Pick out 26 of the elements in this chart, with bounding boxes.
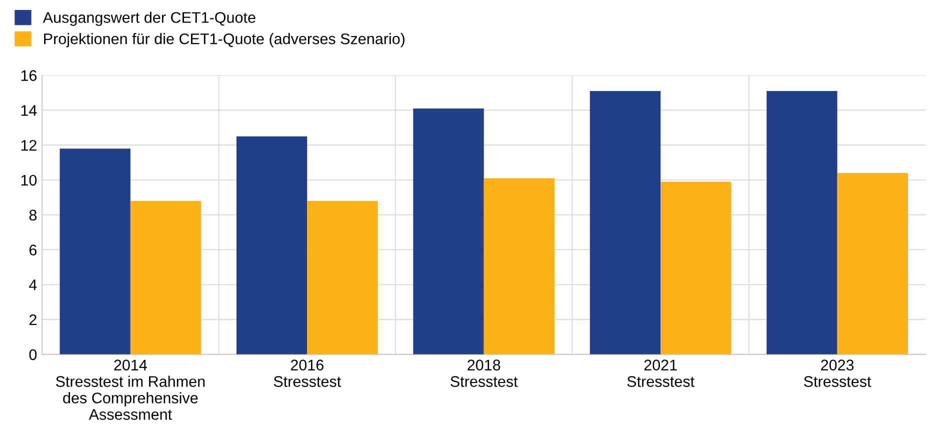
y-tick-label: 8 — [29, 210, 37, 221]
x-tick-label: 2014 Stresstest im Rahmen des Comprehensive Assessment — [56, 360, 205, 420]
bar — [60, 148, 130, 354]
x-tick-label: 2021 Stresstest — [627, 360, 694, 387]
bar — [484, 178, 555, 354]
y-tick-label: 12 — [21, 140, 36, 151]
bar — [590, 91, 661, 354]
bar — [837, 172, 908, 354]
x-tick-label: 2018 Stresstest — [450, 360, 518, 387]
legend-label: Ausgangswert der CET1-Quote — [42, 12, 256, 26]
y-tick-label: 2 — [29, 314, 36, 326]
bar — [130, 200, 202, 354]
y-tick-label: 14 — [21, 105, 37, 116]
bar — [307, 200, 378, 354]
x-tick-label: 2023 Stresstest — [804, 360, 872, 387]
x-tick-label: 2016 Stresstest — [274, 360, 341, 387]
y-tick-label: 6 — [29, 244, 37, 256]
bar — [766, 91, 838, 354]
y-tick-label: 0 — [29, 349, 37, 360]
bar — [236, 136, 308, 354]
y-tick-label: 10 — [21, 174, 37, 186]
legend-label: Projektionen für die CET1-Quote (adverses Szenario) — [44, 33, 405, 48]
bar — [660, 182, 732, 354]
y-tick-label: 4 — [29, 280, 37, 290]
bar — [413, 108, 484, 354]
y-tick-label: 16 — [21, 70, 37, 81]
